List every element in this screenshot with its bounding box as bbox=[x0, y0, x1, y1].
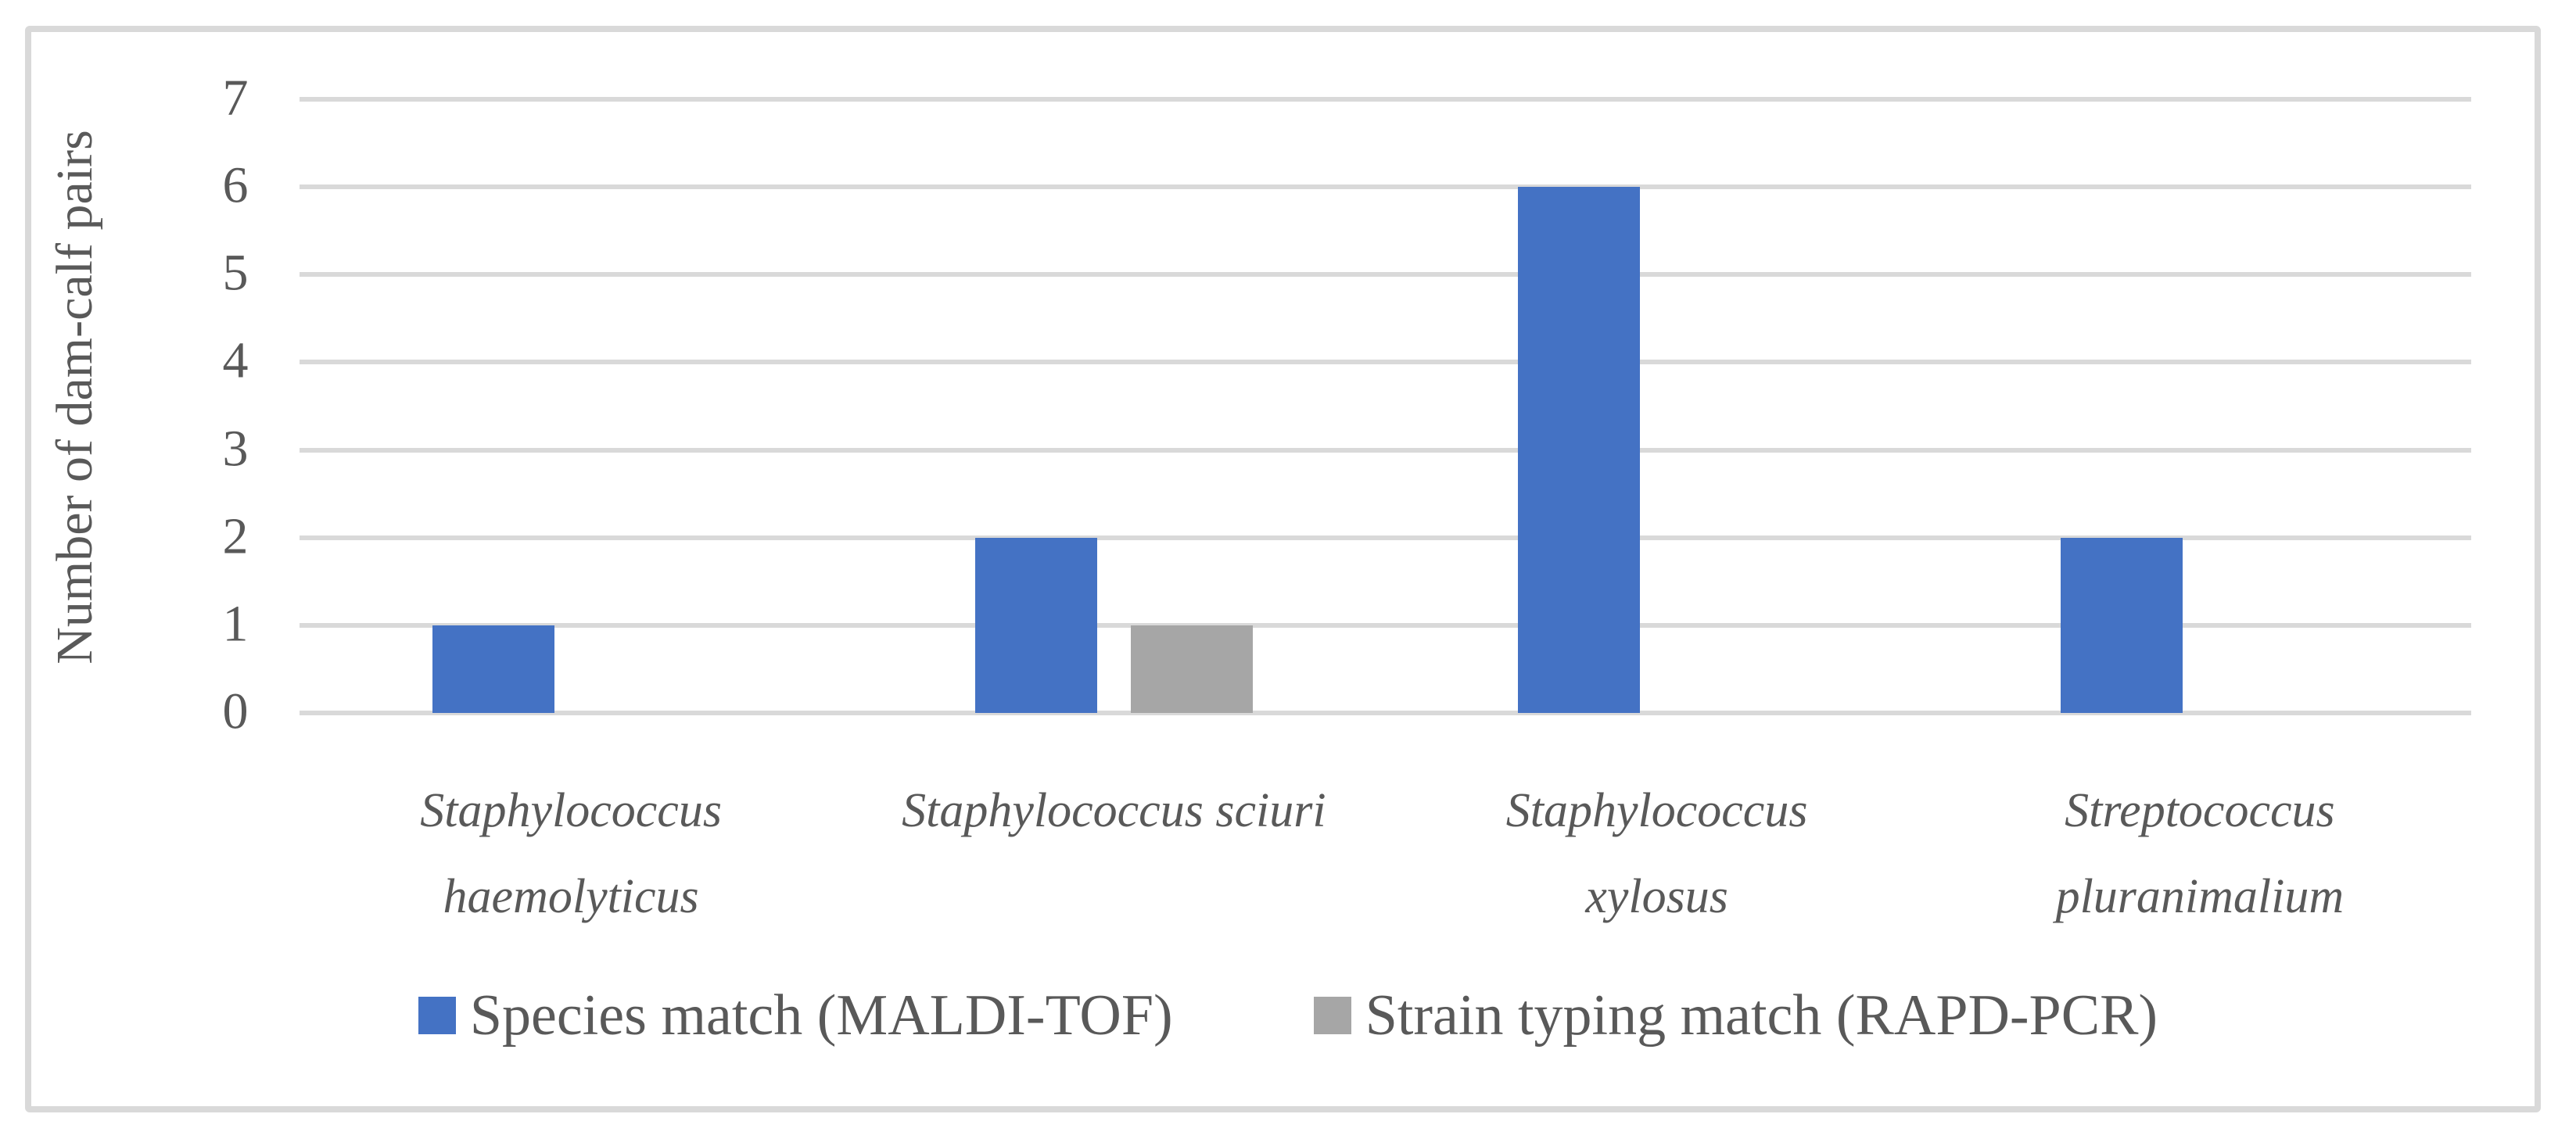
gridline bbox=[300, 272, 2471, 278]
bar-species-match bbox=[2061, 537, 2183, 713]
bar-strain-typing-match bbox=[1130, 625, 1253, 713]
gridline bbox=[300, 711, 2471, 715]
x-tick-label: Streptococcus pluranimalium bbox=[2055, 784, 2345, 923]
gridline bbox=[300, 360, 2471, 365]
y-tick-label: 5 bbox=[222, 244, 249, 302]
y-axis-title: Number of dam-calf pairs bbox=[46, 130, 103, 664]
legend-item: Strain typing match (RAPD-PCR) bbox=[1313, 983, 2158, 1048]
legend-item: Species match (MALDI-TOF) bbox=[418, 987, 1173, 1044]
y-tick-label: 0 bbox=[222, 682, 249, 740]
bar-species-match bbox=[974, 537, 1097, 713]
y-tick-label: 7 bbox=[222, 69, 249, 127]
gridline bbox=[300, 447, 2471, 453]
bar-species-match bbox=[432, 625, 554, 713]
y-tick-label: 6 bbox=[222, 156, 249, 214]
plot-area bbox=[300, 97, 2471, 715]
legend-label: Species match (MALDI-TOF) bbox=[469, 983, 1173, 1048]
x-tick-label: Staphylococcus sciuri bbox=[902, 784, 1326, 837]
legend-swatch-icon bbox=[1313, 997, 1351, 1034]
y-tick-label: 2 bbox=[222, 507, 249, 565]
legend: Species match (MALDI-TOF) Strain typing m… bbox=[0, 982, 2576, 1049]
y-tick-label: 3 bbox=[222, 420, 249, 478]
gridline bbox=[300, 97, 2471, 102]
y-tick-label: 1 bbox=[222, 595, 249, 653]
x-tick-label: Staphylococcus xylosus bbox=[1505, 784, 1808, 923]
gridline bbox=[300, 622, 2471, 628]
gridline bbox=[300, 535, 2471, 540]
legend-swatch-icon bbox=[418, 997, 456, 1034]
y-tick-label: 4 bbox=[222, 332, 249, 390]
legend-label: Strain typing match (RAPD-PCR) bbox=[1365, 983, 2158, 1048]
bar-species-match bbox=[1518, 187, 1641, 713]
x-tick-label: Staphylococcus haemolyticus bbox=[420, 784, 722, 923]
gridline bbox=[300, 184, 2471, 190]
